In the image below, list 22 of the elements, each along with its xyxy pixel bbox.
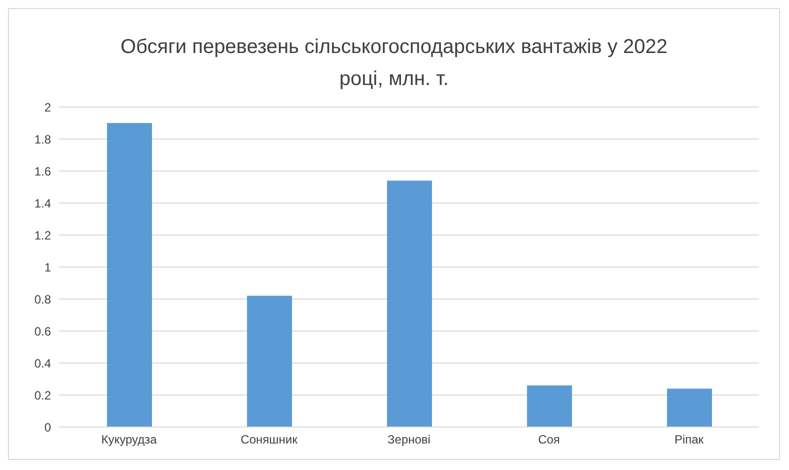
x-tick-label: Ріпак xyxy=(674,432,704,447)
bar xyxy=(527,385,572,427)
y-tick-label: 0.2 xyxy=(34,388,52,402)
y-tick-label: 2 xyxy=(44,100,52,114)
chart-title: Обсяги перевезень сільськогосподарських вантажів у 2022 році, млн. т. xyxy=(119,35,669,92)
y-tick-label: 1.6 xyxy=(34,164,52,178)
y-tick-label: 0.8 xyxy=(34,292,52,306)
y-tick-label: 0.4 xyxy=(34,356,52,370)
bar xyxy=(107,123,152,427)
x-tick-label: Соняшник xyxy=(240,432,298,447)
y-tick-label: 0.6 xyxy=(34,324,52,338)
bar xyxy=(387,180,432,427)
y-tick-label: 1 xyxy=(44,260,52,274)
x-tick-label: Соя xyxy=(538,432,560,447)
y-tick-label: 1.2 xyxy=(34,228,52,242)
y-tick-label: 1.4 xyxy=(34,196,52,210)
y-tick-label: 0 xyxy=(44,420,52,434)
x-tick-label: Кукурудза xyxy=(101,432,158,447)
y-tick-label: 1.8 xyxy=(34,132,52,146)
bar xyxy=(667,388,712,427)
bar xyxy=(247,296,292,427)
x-tick-label: Зернові xyxy=(388,432,430,447)
